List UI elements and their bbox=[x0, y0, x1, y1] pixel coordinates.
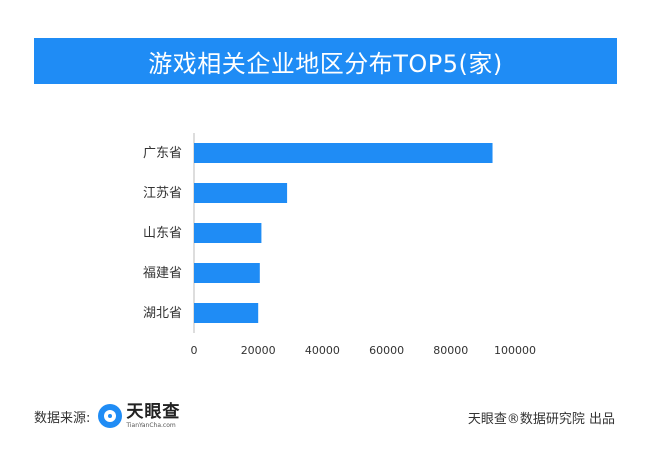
chart-title: 游戏相关企业地区分布TOP5(家) bbox=[148, 49, 503, 78]
x-tick-label-4: 80000 bbox=[433, 344, 468, 357]
category-label-0: 广东省 bbox=[143, 146, 182, 161]
x-tick-label-5: 100000 bbox=[494, 344, 536, 357]
bar-4 bbox=[194, 303, 259, 323]
category-label-1: 江苏省 bbox=[143, 185, 182, 201]
bar-3 bbox=[194, 263, 260, 283]
logo-eye-icon bbox=[98, 404, 123, 428]
tianyancha-logo: 天眼查 TianYanCha.com bbox=[98, 401, 181, 429]
source-label: 数据来源: bbox=[34, 410, 91, 426]
category-label-3: 福建省 bbox=[143, 266, 182, 281]
bar-0 bbox=[194, 143, 493, 163]
bar-1 bbox=[194, 183, 288, 203]
logo-url: TianYanCha.com bbox=[126, 421, 176, 429]
x-tick-label-2: 40000 bbox=[305, 344, 340, 357]
footer-source: 数据来源: 天眼查 TianYanCha.com bbox=[34, 401, 180, 431]
bar-2 bbox=[194, 223, 262, 243]
title-banner: 游戏相关企业地区分布TOP5(家) bbox=[34, 38, 617, 84]
x-tick-label-1: 20000 bbox=[241, 344, 276, 357]
logo-name: 天眼查 bbox=[126, 401, 181, 422]
x-tick-label-0: 0 bbox=[191, 344, 198, 357]
x-tick-label-3: 60000 bbox=[369, 344, 404, 357]
category-label-2: 山东省 bbox=[143, 226, 182, 241]
footer-credit: 天眼查®数据研究院 出品 bbox=[467, 412, 615, 427]
category-label-4: 湖北省 bbox=[143, 306, 182, 321]
